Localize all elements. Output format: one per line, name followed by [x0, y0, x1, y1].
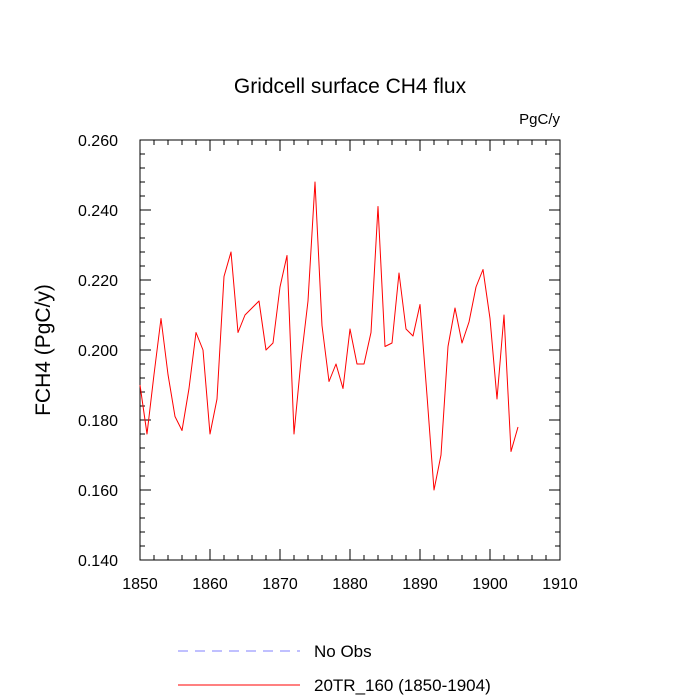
y-tick-label: 0.200	[78, 343, 118, 360]
y-tick-label: 0.160	[78, 483, 118, 500]
units-label: PgC/y	[519, 111, 560, 128]
chart-title: Gridcell surface CH4 flux	[234, 75, 467, 98]
series-layer	[139, 181, 519, 491]
y-tick-label: 0.240	[78, 203, 118, 220]
x-tick-label: 1870	[262, 576, 298, 593]
x-tick-label: 1890	[402, 576, 438, 593]
y-tick-label: 0.260	[78, 133, 118, 150]
x-tick-label: 1900	[472, 576, 508, 593]
x-tick-labels: 1850 1860 1870 1880 1890 1900 1910	[122, 576, 578, 593]
x-tick-label: 1850	[122, 576, 158, 593]
series-line-20tr-160	[139, 181, 519, 491]
y-tick-label: 0.220	[78, 273, 118, 290]
legend-label-20tr: 20TR_160 (1850-1904)	[314, 676, 491, 695]
x-tick-label: 1910	[542, 576, 578, 593]
y-tick-label: 0.140	[78, 553, 118, 570]
legend-label-no-obs: No Obs	[314, 642, 372, 661]
legend: No Obs 20TR_160 (1850-1904)	[178, 642, 491, 695]
y-axis-label: FCH4 (PgC/y)	[32, 284, 55, 416]
x-tick-label: 1860	[192, 576, 228, 593]
axis-ticks	[139, 139, 561, 561]
y-tick-labels: 0.140 0.160 0.180 0.200 0.220 0.240 0.260	[78, 133, 118, 570]
y-tick-label: 0.180	[78, 413, 118, 430]
x-tick-label: 1880	[332, 576, 368, 593]
